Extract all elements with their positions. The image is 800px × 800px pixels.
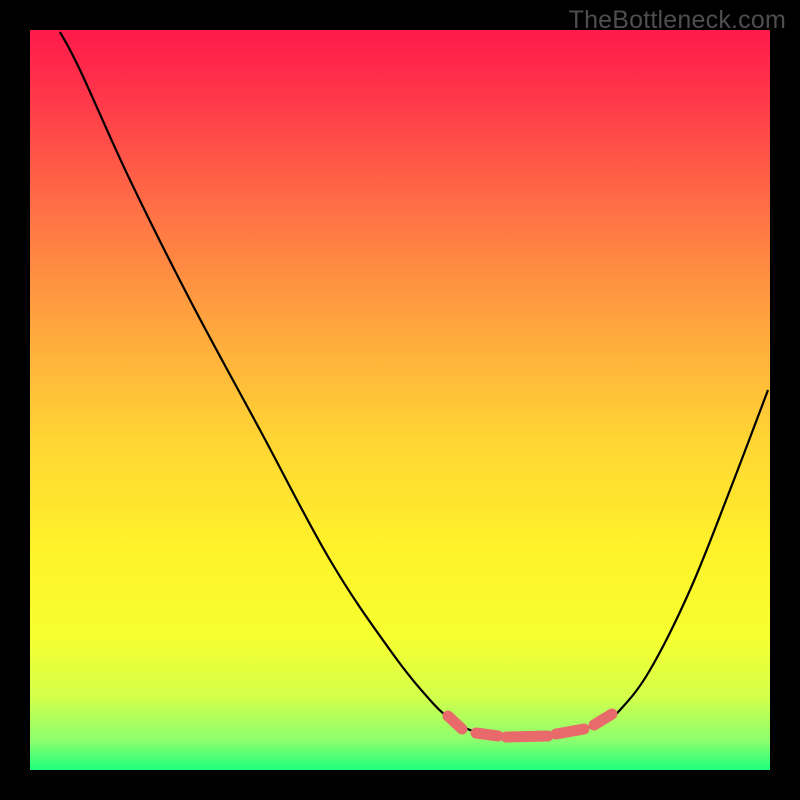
accent-dash-group [448,714,612,737]
accent-dash-1 [476,733,498,736]
bottleneck-curve [60,32,768,737]
bottleneck-chart: TheBottleneck.com [0,0,800,800]
curve-layer [0,0,800,800]
watermark-text: TheBottleneck.com [569,6,786,35]
accent-dash-4 [594,714,612,725]
accent-dash-2 [506,736,548,737]
accent-dash-3 [556,729,584,734]
accent-dash-0 [448,716,462,729]
